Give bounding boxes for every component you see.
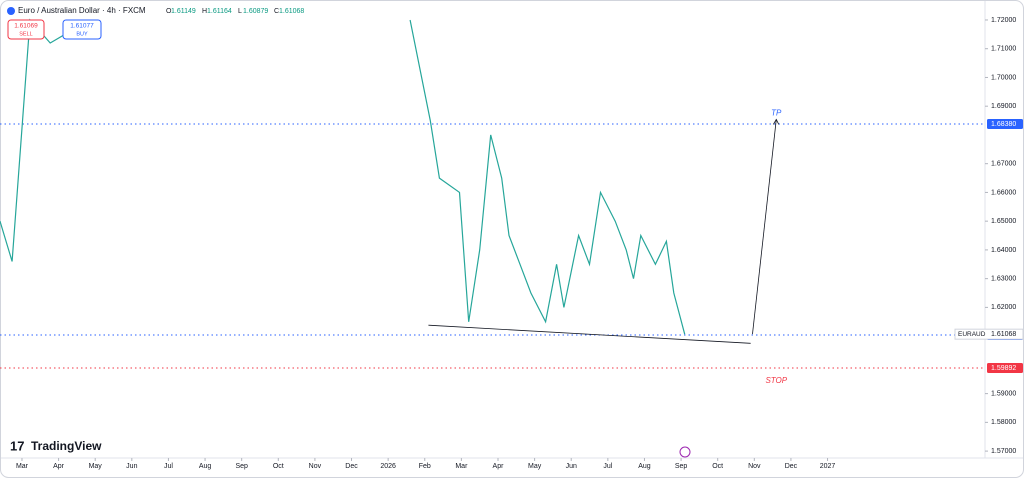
x-tick-label: Jul <box>164 463 173 470</box>
x-tick-label: Dec <box>345 463 358 470</box>
arrow-line <box>752 119 777 335</box>
brand: TradingView <box>31 439 102 453</box>
y-tick-label: 1.58000 <box>991 419 1016 426</box>
x-tick-label: Apr <box>493 463 505 470</box>
y-tick-label: 1.71000 <box>991 46 1016 53</box>
ohlc-label: C <box>274 8 279 15</box>
level-tag <box>987 362 1023 373</box>
x-tick-label: Nov <box>748 463 761 470</box>
events-icon[interactable] <box>679 446 691 458</box>
y-tick-label: 1.70000 <box>991 74 1016 81</box>
x-tick-label: Nov <box>309 463 322 470</box>
x-tick-label: Apr <box>53 463 65 470</box>
ohlc: O 1.61149 H 1.61164 L 1.60879 C 1.61068 <box>166 8 304 15</box>
ohlc-value: 1.61068 <box>279 8 304 15</box>
x-tick-label: Aug <box>638 463 651 470</box>
last-price-tag <box>954 328 1024 340</box>
x-tick-label: Dec <box>785 463 798 470</box>
x-tick-label: Oct <box>273 463 284 470</box>
sell-price: 1.61069 <box>14 23 38 30</box>
ohlc-value: 1.61149 <box>171 8 196 15</box>
x-tick-label: Jun <box>566 463 577 470</box>
x-tick-label: Sep <box>675 463 688 470</box>
trendline <box>428 324 751 344</box>
level-label: 1.59892 <box>991 365 1016 372</box>
ohlc-value: 1.60879 <box>243 8 268 15</box>
x-tick-label: Jun <box>126 463 137 470</box>
sell-label: SELL <box>19 31 32 37</box>
y-tick-label: 1.57000 <box>991 448 1016 455</box>
brand-logo-mark: 17 <box>10 438 24 453</box>
y-tick-label: 1.67000 <box>991 161 1016 168</box>
x-tick-label: Sep <box>235 463 248 470</box>
annotation: TP <box>771 108 782 117</box>
x-tick-label: May <box>528 463 542 470</box>
annotation: STOP <box>765 376 787 385</box>
last-price-name: EURAUD <box>958 331 986 338</box>
symbol-icon <box>7 7 15 15</box>
x-tick-label: Aug <box>199 463 212 470</box>
x-tick-label: 2027 <box>820 463 836 470</box>
x-tick-label: Mar <box>455 463 468 470</box>
x-tick-label: Feb <box>419 463 431 470</box>
x-tick-label: May <box>89 463 103 470</box>
symbol: Euro / Australian Dollar · 4h · FXCM <box>18 6 146 15</box>
level-label: 1.68380 <box>991 121 1016 128</box>
buy-label: BUY <box>76 31 88 37</box>
y-tick-label: 1.62000 <box>991 304 1016 311</box>
arrow-head <box>772 118 780 125</box>
ohlc-label: H <box>202 8 207 15</box>
x-tick-label: 2026 <box>380 463 396 470</box>
last-price-label: 1.61068 <box>991 331 1016 338</box>
ohlc-value: 1.61164 <box>207 8 232 15</box>
y-tick-label: 1.72000 <box>991 17 1016 24</box>
y-tick-label: 1.63000 <box>991 275 1016 282</box>
y-tick-label: 1.69000 <box>991 103 1016 110</box>
y-tick-label: 1.66000 <box>991 189 1016 196</box>
level-tag <box>987 119 1023 130</box>
ohlc-label: L <box>238 8 242 15</box>
y-tick-label: 1.65000 <box>991 218 1016 225</box>
x-tick-label: Mar <box>16 463 29 470</box>
buy-price: 1.61077 <box>70 23 94 30</box>
x-tick-label: Oct <box>712 463 723 470</box>
y-tick-label: 1.64000 <box>991 247 1016 254</box>
x-tick-label: Jul <box>603 463 612 470</box>
y-tick-label: 1.59000 <box>991 390 1016 397</box>
sell-button[interactable] <box>7 19 45 40</box>
ohlc-label: O <box>166 8 172 15</box>
buy-button[interactable] <box>62 19 102 40</box>
